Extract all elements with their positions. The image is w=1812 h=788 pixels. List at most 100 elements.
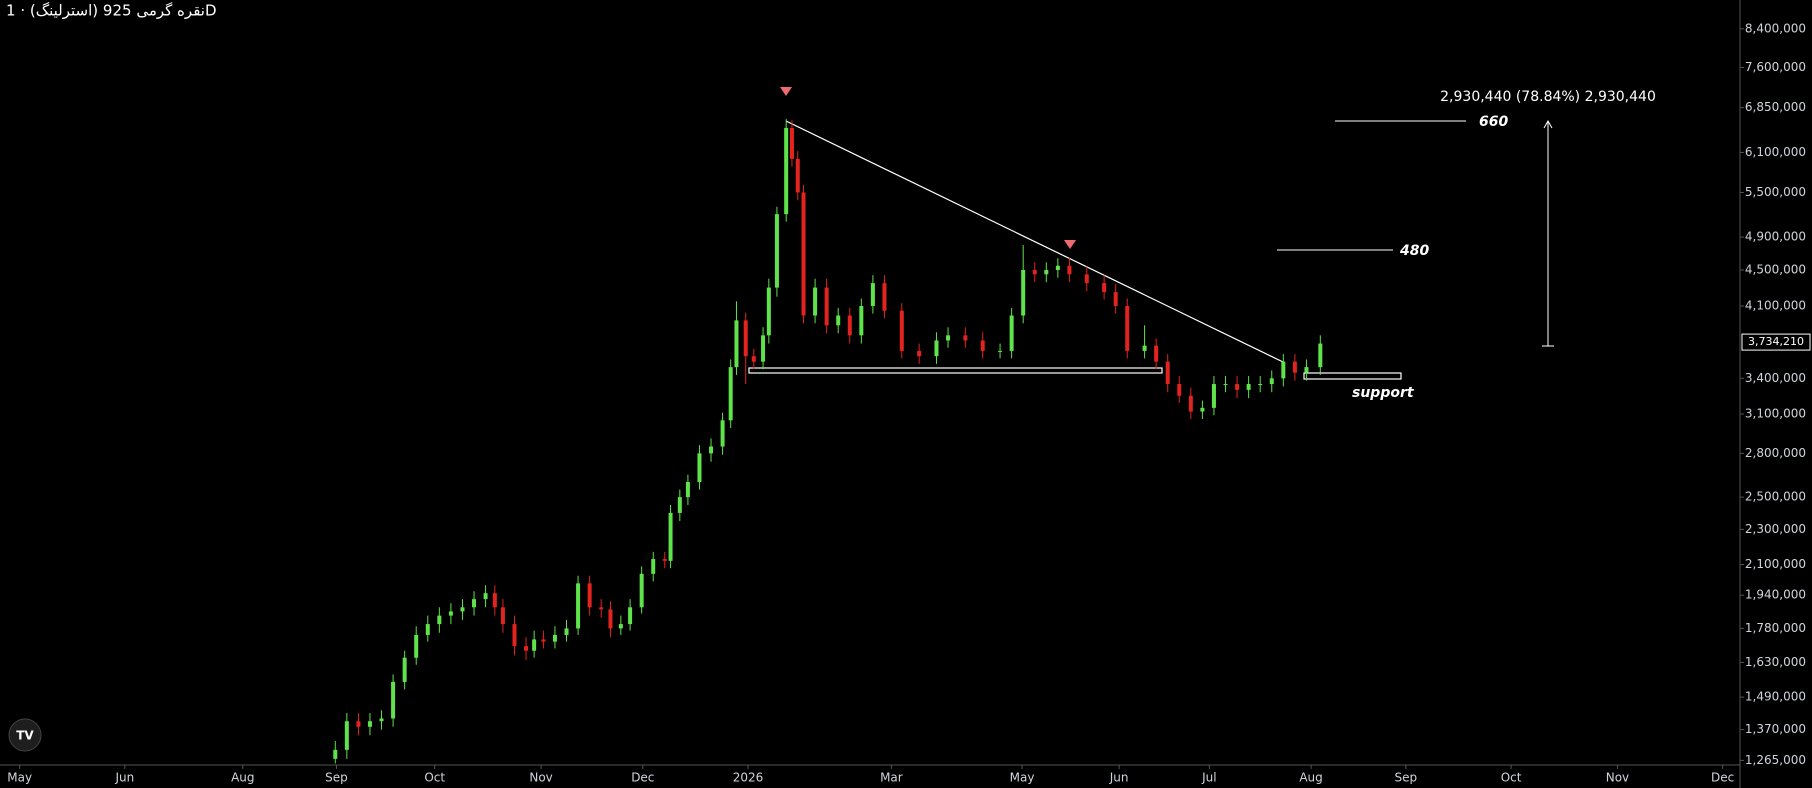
y-tick-label: 4,100,000 [1745, 298, 1806, 312]
x-tick-label: Sep [325, 771, 348, 785]
candle-body [1142, 345, 1147, 351]
y-tick-label: 2,300,000 [1745, 522, 1806, 536]
y-tick-label: 1,265,000 [1745, 753, 1806, 767]
candle-body [1235, 384, 1240, 390]
candle-body [492, 593, 497, 608]
candle-body [1154, 345, 1159, 362]
candle-body [899, 310, 904, 351]
marker [1064, 240, 1076, 249]
x-tick-label: Oct [424, 771, 445, 785]
candle-body [1067, 265, 1072, 275]
last-price-label: 3,734,210 [1748, 335, 1804, 348]
candle-body [1009, 315, 1014, 351]
candle-body [963, 335, 968, 341]
y-tick-label: 6,100,000 [1745, 145, 1806, 159]
y-tick-label: 1,630,000 [1745, 655, 1806, 669]
candle-body [1292, 361, 1297, 373]
x-tick-label: Nov [529, 771, 552, 785]
candle-body [1200, 407, 1205, 412]
candle-body [789, 127, 794, 159]
candle-body [1084, 274, 1089, 284]
y-tick-label: 6,850,000 [1745, 100, 1806, 114]
y-tick-label: 1,490,000 [1745, 690, 1806, 704]
y-tick-label: 8,400,000 [1745, 21, 1806, 35]
candle-body [662, 559, 667, 561]
candle-body [1281, 361, 1286, 379]
last-price-box [1741, 333, 1811, 351]
candle-body [685, 481, 690, 498]
support-zone [748, 367, 1163, 374]
candle-body [1211, 384, 1216, 408]
candle-body [813, 287, 818, 316]
x-tick-label: Jun [114, 771, 134, 785]
candle-body [720, 420, 725, 447]
candle-body [1032, 269, 1037, 275]
candle-body [576, 583, 581, 629]
candle-body [1318, 343, 1323, 368]
candle-body [766, 287, 771, 336]
candle-body [946, 335, 951, 341]
candle-body [333, 749, 338, 759]
candle-body [618, 624, 623, 629]
y-tick-label: 3,400,000 [1745, 371, 1806, 385]
candle-body [391, 681, 396, 719]
candle-body [437, 615, 442, 625]
candle-body [608, 609, 613, 629]
candle-body [651, 559, 656, 574]
x-tick-label: Jun [1109, 771, 1129, 785]
candle-body [709, 446, 714, 454]
candle-body [882, 283, 887, 311]
candle-body [532, 639, 537, 651]
candle-body [917, 350, 922, 357]
candle-body [847, 315, 852, 336]
x-tick-label: Dec [631, 771, 654, 785]
trendline [785, 120, 1284, 363]
x-tick-label: May [1010, 771, 1035, 785]
candle-body [870, 283, 875, 306]
x-tick-label: Nov [1606, 771, 1629, 785]
measure-arrow [1543, 119, 1553, 129]
candle-body [541, 639, 546, 642]
candle-body [836, 315, 841, 326]
candle-body [1125, 305, 1130, 351]
support-label: support [1352, 385, 1415, 401]
level-label: 480 [1399, 243, 1429, 259]
y-tick-label: 1,940,000 [1745, 588, 1806, 602]
candle-body [980, 340, 985, 351]
candle-body [425, 624, 430, 635]
candle-body [587, 583, 592, 608]
candle-body [1246, 384, 1251, 390]
candle-body [512, 624, 517, 647]
candle-body [1304, 367, 1309, 373]
candle-body [1113, 292, 1118, 306]
candle-body [1223, 384, 1228, 386]
y-tick-label: 1,780,000 [1745, 621, 1806, 635]
logo [8, 718, 42, 752]
candle-body [774, 214, 779, 288]
candle-body [743, 320, 748, 357]
candle-body [801, 192, 806, 316]
support-zone [1303, 372, 1402, 380]
candle-body [751, 356, 756, 362]
x-tick-label: Jul [1201, 771, 1216, 785]
candle-body [668, 512, 673, 561]
x-tick-label: Sep [1395, 771, 1418, 785]
candle-body [500, 607, 505, 625]
y-tick-label: 4,500,000 [1745, 262, 1806, 276]
candle-body [1188, 395, 1193, 412]
chart-title: نقره گرمی 925 (استرلینگ) · 1D [6, 2, 217, 20]
candle-body [824, 287, 829, 326]
candle-body [859, 305, 864, 336]
x-tick-label: May [7, 771, 32, 785]
candle-body [379, 718, 384, 722]
y-tick-label: 4,900,000 [1745, 230, 1806, 244]
candle-body [784, 127, 789, 215]
x-tick-label: Mar [880, 771, 903, 785]
measure-label: 2,930,440 (78.84%) 2,930,440 [1440, 89, 1656, 105]
candle-body [356, 721, 361, 727]
y-tick-label: 5,500,000 [1745, 185, 1806, 199]
candle-body [998, 350, 1003, 352]
y-tick-label: 1,370,000 [1745, 722, 1806, 736]
candle-body [1102, 283, 1107, 293]
